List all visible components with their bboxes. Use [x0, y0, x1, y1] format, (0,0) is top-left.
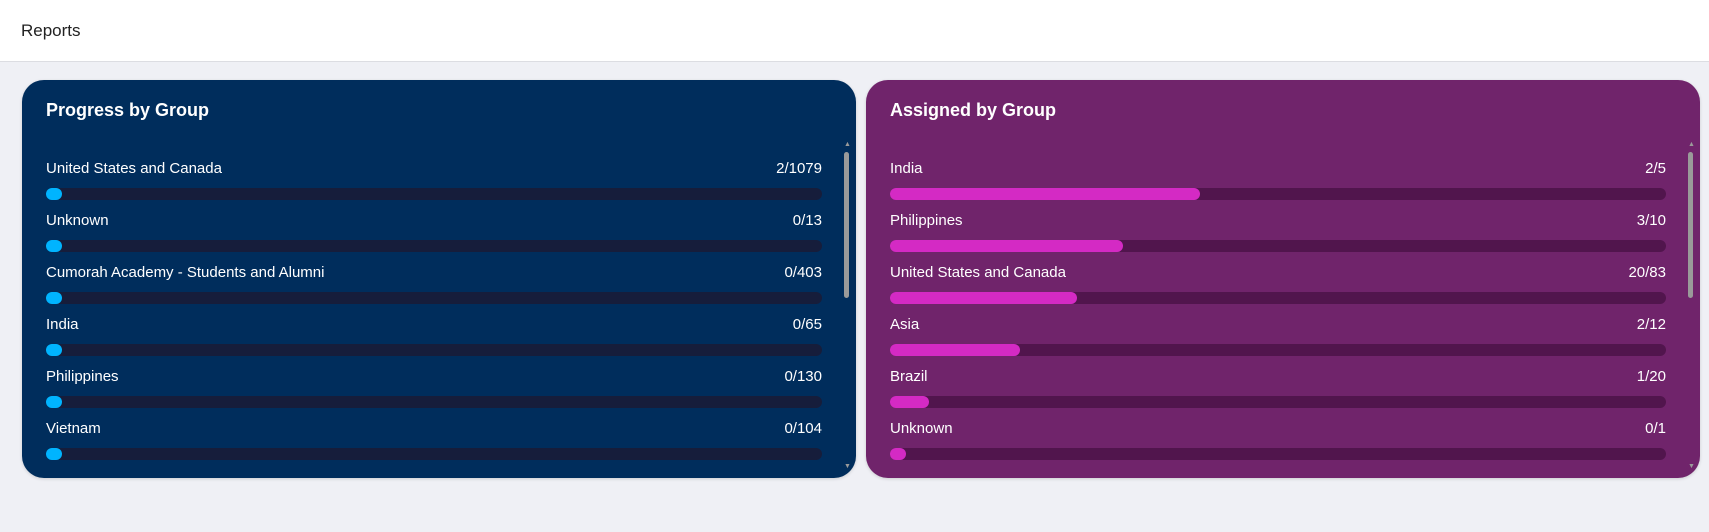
group-row: United States and Canada 2/1079: [46, 156, 822, 208]
group-label: India: [890, 160, 923, 177]
group-row: Vietnam 0/104: [46, 416, 822, 468]
group-count: 0/130: [784, 368, 822, 385]
progress-track: [46, 292, 822, 304]
progress-track: [890, 188, 1666, 200]
group-row: India 0/65: [46, 312, 822, 364]
progress-fill: [46, 344, 62, 356]
progress-track: [890, 448, 1666, 460]
group-row: Unknown 0/1: [890, 416, 1666, 468]
group-count: 3/10: [1636, 212, 1666, 229]
group-row: Brazil 1/20: [890, 364, 1666, 416]
group-row: United States and Canada 20/83: [890, 260, 1666, 312]
progress-track: [46, 344, 822, 356]
scroll-down-icon[interactable]: ▼: [844, 463, 851, 470]
progress-fill: [890, 396, 929, 408]
group-label: Cumorah Academy - Students and Alumni: [46, 264, 325, 281]
progress-fill: [890, 292, 1078, 304]
group-label: Asia: [890, 316, 920, 333]
progress-fill: [890, 240, 1123, 252]
group-count: 1/20: [1636, 368, 1666, 385]
group-label: Philippines: [46, 368, 119, 385]
group-count: 0/1: [1645, 420, 1666, 437]
group-row: Asia 2/12: [890, 312, 1666, 364]
page-header: Reports: [0, 0, 1709, 62]
group-row: Philippines 0/130: [46, 364, 822, 416]
group-count: 2/5: [1645, 160, 1666, 177]
progress-track: [890, 240, 1666, 252]
group-row: Unknown 0/13: [46, 208, 822, 260]
card-title: Progress by Group: [46, 100, 210, 120]
progress-track: [890, 292, 1666, 304]
progress-track: [890, 344, 1666, 356]
progress-fill: [46, 292, 62, 304]
group-count: 20/83: [1628, 264, 1666, 281]
scroll-up-icon[interactable]: ▲: [844, 141, 851, 148]
group-row: Philippines 3/10: [890, 208, 1666, 260]
progress-fill: [46, 188, 62, 200]
card-title: Assigned by Group: [890, 100, 1057, 120]
page-title: Reports: [21, 20, 81, 40]
progress-fill: [46, 396, 62, 408]
assigned-by-group-card: Assigned by Group India 2/5 Philippines 3/1…: [866, 80, 1700, 478]
scrollbar-thumb[interactable]: [844, 152, 849, 298]
group-row: Cumorah Academy - Students and Alumni 0/4…: [46, 260, 822, 312]
group-label: Unknown: [46, 212, 109, 229]
progress-fill: [890, 344, 1020, 356]
group-count: 0/403: [784, 264, 822, 281]
group-row: India 2/5: [890, 156, 1666, 208]
group-count: 2/1079: [776, 160, 822, 177]
group-label: Unknown: [890, 420, 953, 437]
group-list: India 2/5 Philippines 3/10 United States and…: [890, 156, 1666, 470]
group-label: India: [46, 316, 79, 333]
group-label: Philippines: [890, 212, 963, 229]
scrollbar[interactable]: ▲ ▼: [1688, 141, 1695, 470]
scrollbar[interactable]: ▲ ▼: [844, 141, 851, 470]
group-label: Vietnam: [46, 420, 101, 437]
group-count: 2/12: [1636, 316, 1666, 333]
progress-fill: [46, 240, 62, 252]
group-label: United States and Canada: [890, 264, 1066, 281]
progress-track: [46, 240, 822, 252]
scrollbar-thumb[interactable]: [1688, 152, 1693, 298]
group-count: 0/65: [792, 316, 822, 333]
group-list: United States and Canada 2/1079 Unknown 0/1…: [46, 156, 822, 470]
progress-track: [890, 396, 1666, 408]
group-label: United States and Canada: [46, 160, 222, 177]
progress-fill: [890, 188, 1201, 200]
progress-track: [46, 448, 822, 460]
scroll-down-icon[interactable]: ▼: [1688, 463, 1695, 470]
progress-track: [46, 396, 822, 408]
cards-container: Progress by Group United States and Cana…: [0, 62, 1709, 478]
progress-by-group-card: Progress by Group United States and Cana…: [22, 80, 856, 478]
progress-fill: [890, 448, 906, 460]
group-count: 0/13: [792, 212, 822, 229]
group-label: Brazil: [890, 368, 928, 385]
progress-track: [46, 188, 822, 200]
scroll-up-icon[interactable]: ▲: [1688, 141, 1695, 148]
group-count: 0/104: [784, 420, 822, 437]
progress-fill: [46, 448, 62, 460]
